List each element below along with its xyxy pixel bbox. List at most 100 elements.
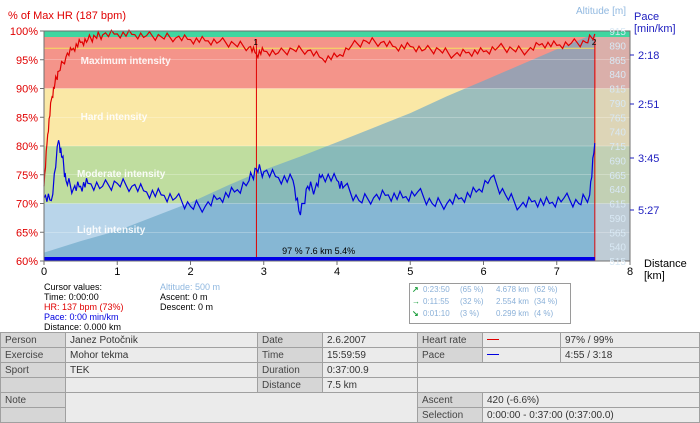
stats-time-pct: (65 %) — [460, 285, 484, 294]
selection-value: 0:00:00 - 0:37:00 (0:37:00.0) — [482, 407, 700, 423]
pace-axis-title: Pace [min/km] — [634, 11, 676, 35]
zone-label: Maximum intensity — [81, 56, 171, 67]
x-tick-label: 0 — [41, 266, 47, 278]
altitude-tick-label: 615 — [609, 200, 626, 211]
hr-series-line — [43, 29, 596, 187]
x-tick-label: 8 — [627, 266, 633, 278]
date-value: 2.6.2007 — [322, 332, 418, 348]
altitude-tick-label: 815 — [609, 85, 626, 96]
stats-dist: 4.678 km — [496, 285, 529, 294]
ascent-label: Ascent — [417, 392, 483, 408]
stats-time-pct: (3 %) — [460, 309, 480, 318]
hr-tick-label: 75% — [16, 170, 38, 182]
zone-label: Hard intensity — [81, 112, 148, 123]
blank-value — [65, 377, 258, 393]
marker-label: 1 — [253, 38, 258, 47]
grade-stats-box: ↗ 0:23:50 (65 %) 4.678 km (62 %) → 0:11:… — [409, 283, 571, 324]
exercise-label: Exercise — [0, 347, 66, 363]
hr-tick-label: 60% — [16, 256, 38, 268]
altitude-tick-label: 740 — [609, 128, 626, 139]
x-tick-label: 3 — [261, 266, 267, 278]
x-tick-label: 5 — [407, 266, 413, 278]
altitude-tick-label: 640 — [609, 185, 626, 196]
table-row: Distance 7.5 km — [0, 377, 700, 393]
stats-time: 0:23:50 — [423, 285, 450, 294]
cursor-hr: HR: 137 bpm (73%) — [44, 302, 124, 312]
pace-legend-line-icon — [487, 354, 499, 356]
pace-tick-label: 2:18 — [638, 50, 659, 62]
date-label: Date — [257, 332, 323, 348]
zone-label: Light intensity — [77, 225, 146, 236]
altitude-tick-label: 890 — [609, 41, 626, 52]
blank-label — [0, 377, 66, 393]
altitude-tick-label: 865 — [609, 56, 626, 67]
duration-value: 0:37:00.9 — [322, 362, 418, 378]
hr-tick-label: 90% — [16, 84, 38, 96]
bottom-band — [44, 257, 595, 261]
stats-dist-pct: (4 %) — [534, 309, 554, 318]
table-row: Sport TEK Duration 0:37:00.9 — [0, 362, 700, 378]
time-value: 15:59:59 — [322, 347, 418, 363]
table-row: Person Janez Potočnik Date 2.6.2007 Hear… — [0, 332, 700, 348]
chart-area[interactable]: Maximum intensity Hard intensity Moderate … — [0, 0, 700, 280]
altitude-tick-label: 565 — [609, 228, 626, 239]
stats-dist: 2.554 km — [496, 297, 529, 306]
note-value — [65, 392, 418, 423]
note-label: Note — [0, 392, 66, 408]
top-band — [44, 31, 630, 37]
table-row: Note Ascent 420 (-6.6%) — [0, 392, 700, 423]
uphill-arrow-icon: ↗ — [412, 285, 419, 294]
x-tick-label: 2 — [187, 266, 193, 278]
selection-label: Selection — [417, 407, 483, 423]
hr-tick-label: 85% — [16, 112, 38, 124]
pace-label: Pace — [417, 347, 483, 363]
hr-tick-label: 70% — [16, 199, 38, 211]
pace-series-line — [43, 140, 596, 216]
empty-cell — [417, 362, 700, 378]
stats-row-uphill: ↗ 0:23:50 (65 %) 4.678 km (62 %) — [412, 285, 558, 296]
distance-label: Distance — [257, 377, 323, 393]
x-axis-title-line2: [km] — [644, 270, 665, 282]
stats-time: 0:11:55 — [423, 297, 450, 306]
altitude-axis-title: Altitude [m] — [576, 6, 627, 17]
altitude-area — [44, 33, 595, 261]
altitude-tick-label: 790 — [609, 99, 626, 110]
cursor-distance: Distance: 0.000 km — [44, 322, 122, 332]
cursor-pace: Pace: 0:00 min/km — [44, 312, 119, 322]
time-label: Time — [257, 347, 323, 363]
heart-rate-legend — [482, 332, 561, 348]
hr-legend-line-icon — [487, 339, 499, 341]
altitude-tick-label: 515 — [609, 257, 626, 268]
heart-rate-label: Heart rate — [417, 332, 483, 348]
stats-time: 0:01:10 — [423, 309, 450, 318]
table-row: Exercise Mohor tekma Time 15:59:59 Pace … — [0, 347, 700, 363]
bottom-band-text: 97 % 7.6 km 5.4% — [282, 246, 355, 256]
x-axis-title: Distance [km] — [644, 258, 687, 282]
altitude-tick-label: 590 — [609, 214, 626, 225]
person-value: Janez Potočnik — [65, 332, 258, 348]
hr-tick-label: 95% — [16, 55, 38, 67]
pace-legend — [482, 347, 561, 363]
stats-dist-pct: (34 %) — [534, 297, 558, 306]
cursor-ascent-descent: Ascent: 0 m Descent: 0 m — [160, 292, 213, 312]
pace-tick-label: 5:27 — [638, 205, 659, 217]
person-label: Person — [0, 332, 66, 348]
downhill-arrow-icon: ↘ — [412, 309, 419, 318]
stats-row-downhill: ↘ 0:01:10 (3 %) 0.299 km (4 %) — [412, 309, 553, 320]
ascent-value: 420 (-6.6%) — [482, 392, 700, 408]
duration-label: Duration — [257, 362, 323, 378]
cursor-time: Time: 0:00:00 — [44, 292, 99, 302]
pace-tick-label: 2:51 — [638, 99, 659, 111]
x-tick-label: 1 — [114, 266, 120, 278]
altitude-tick-label: 715 — [609, 142, 626, 153]
hr-tick-label: 100% — [10, 26, 38, 38]
hr-tick-label: 65% — [16, 227, 38, 239]
empty-cell — [417, 377, 700, 393]
table-row: Selection 0:00:00 - 0:37:00 (0:37:00.0) — [0, 407, 700, 423]
marker-label: 2 — [592, 38, 597, 47]
pace-tick-label: 3:45 — [638, 153, 659, 165]
cursor-title: Cursor values: — [44, 282, 103, 292]
x-tick-label: 4 — [334, 266, 340, 278]
after-end-shade — [595, 37, 630, 261]
altitude-tick-label: 765 — [609, 113, 626, 124]
